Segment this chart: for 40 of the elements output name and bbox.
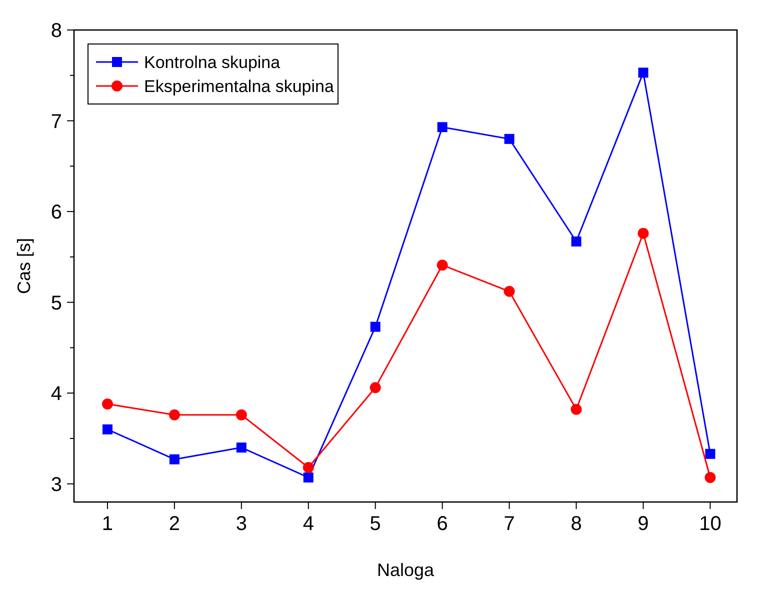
point: [571, 236, 582, 246]
x-tick-label: 3: [236, 513, 247, 535]
point: [102, 424, 112, 434]
point: [638, 68, 648, 78]
y-tick-label: 5: [50, 292, 62, 314]
x-tick-label: 4: [302, 513, 314, 535]
x-tick-label: 2: [168, 513, 180, 535]
point: [704, 472, 716, 483]
x-axis-title: Naloga: [376, 560, 436, 580]
point: [504, 134, 514, 144]
y-axis-title: Cas [s]: [14, 238, 34, 294]
x-tick-label: 10: [699, 513, 722, 535]
point: [236, 442, 246, 453]
point: [102, 398, 113, 410]
x-tick-label: 8: [570, 513, 582, 535]
point: [303, 472, 314, 482]
point: [638, 228, 649, 239]
legend-label: Kontrolna skupina: [144, 53, 281, 72]
x-tick-label: 6: [436, 513, 448, 535]
point: [370, 322, 380, 332]
point: [302, 462, 314, 474]
y-tick-label: 3: [50, 474, 62, 496]
x-tick-label: 5: [370, 513, 381, 535]
x-tick-label: 9: [638, 513, 649, 535]
point: [236, 409, 247, 420]
y-tick-label: 8: [50, 20, 62, 42]
x-tick-label: 1: [102, 513, 114, 535]
point: [570, 404, 582, 415]
y-tick-label: 6: [50, 202, 62, 224]
point: [168, 409, 180, 420]
y-tick-label: 4: [50, 383, 62, 406]
point: [370, 382, 381, 394]
y-tick-label: 7: [50, 110, 62, 133]
x-tick-label: 7: [504, 513, 515, 535]
point: [504, 286, 515, 297]
point: [169, 454, 180, 464]
point: [437, 122, 448, 132]
point: [436, 260, 448, 271]
legend-label: Eksperimentalna skupina: [144, 77, 334, 96]
point: [705, 448, 716, 459]
